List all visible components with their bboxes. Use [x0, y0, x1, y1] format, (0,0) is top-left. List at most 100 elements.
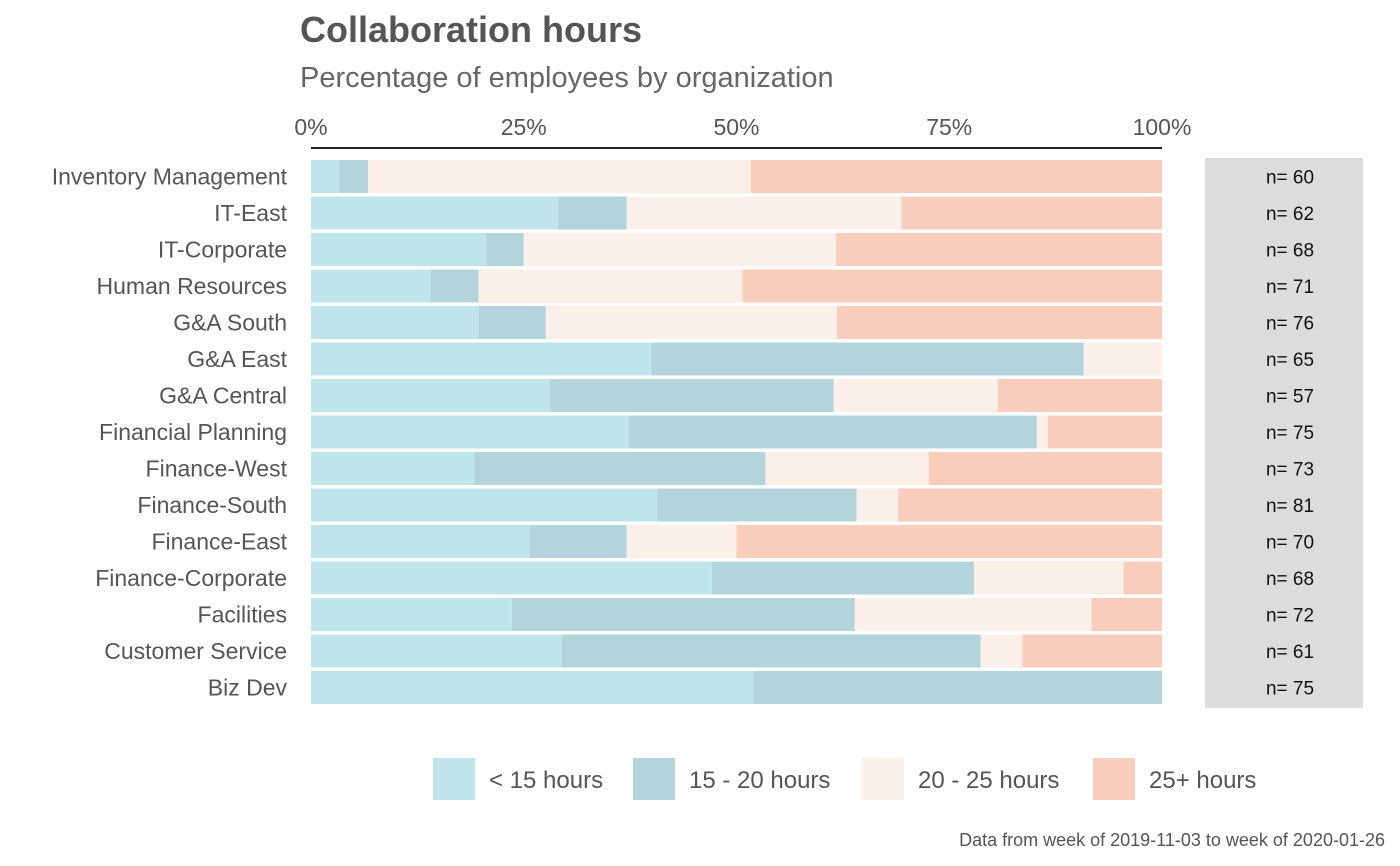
bar-segment [311, 196, 558, 230]
bar-segment [311, 452, 475, 485]
bar-segment [626, 525, 737, 558]
bar-segment [529, 525, 627, 558]
bar-segment [980, 634, 1023, 668]
bar-segment [478, 269, 743, 303]
bars-area [311, 160, 1162, 704]
bar-segment [511, 598, 855, 631]
bar-segment [901, 196, 1162, 230]
bar-segment [311, 415, 629, 449]
bar-segment [311, 379, 551, 412]
bar-segment [486, 233, 524, 266]
n-label: n= 57 [1266, 387, 1314, 408]
bar-segment [750, 160, 1162, 193]
bar-segment [311, 634, 563, 668]
bar-segment [626, 196, 902, 230]
legend-label: 25+ hours [1149, 767, 1256, 794]
bar-segment [836, 233, 1162, 266]
category-label: Inventory Management [52, 164, 288, 190]
category-label: IT-Corporate [158, 237, 287, 263]
bar-segment [836, 306, 1162, 339]
bar-segment [657, 488, 857, 522]
bar-segment [1022, 634, 1162, 668]
bar-segment [523, 233, 837, 266]
bar-segment [311, 269, 431, 303]
bar-segment [474, 452, 766, 485]
bar-segment [557, 196, 627, 230]
category-label: Facilities [198, 602, 287, 628]
legend-swatch [862, 758, 904, 800]
n-label: n= 68 [1266, 241, 1314, 262]
legend-label: < 15 hours [489, 767, 603, 794]
x-tick-label: 0% [294, 114, 327, 140]
legend-swatch [433, 758, 475, 800]
chart-caption: Data from week of 2019-11-03 to week of … [959, 830, 1385, 850]
bar-segment [311, 233, 487, 266]
n-label: n= 68 [1266, 569, 1314, 590]
legend-label: 20 - 25 hours [918, 767, 1059, 794]
bar-segment [311, 306, 479, 339]
bar-segment [711, 561, 974, 595]
bar-segment [430, 269, 479, 303]
n-panel [1205, 158, 1363, 708]
category-label: G&A East [187, 346, 287, 372]
category-label: G&A South [173, 310, 287, 336]
bar-segment [311, 525, 530, 558]
bar-segment [928, 452, 1162, 485]
category-label: IT-East [214, 200, 287, 226]
bar-segment [478, 306, 546, 339]
n-label: n= 75 [1266, 423, 1314, 444]
category-label: Financial Planning [99, 419, 287, 445]
bar-segment [833, 379, 998, 412]
category-label: G&A Central [159, 383, 287, 409]
n-label: n= 71 [1266, 277, 1314, 298]
category-labels: Inventory Management IT-East IT-Corporate H… [52, 164, 288, 701]
bar-segment [311, 598, 512, 631]
n-label: n= 73 [1266, 460, 1314, 481]
legend-swatch [1093, 758, 1135, 800]
chart-title: Collaboration hours [300, 9, 642, 50]
bar-segment [368, 160, 751, 193]
bar-segment [1123, 561, 1162, 595]
category-label: Finance-West [146, 456, 288, 482]
bar-segment [742, 269, 1162, 303]
n-label: n= 60 [1266, 168, 1314, 189]
bar-segment [311, 160, 340, 193]
x-tick-label: 50% [713, 114, 759, 140]
bar-segment [1047, 415, 1162, 449]
x-tick-label: 75% [926, 114, 972, 140]
bar-segment [550, 379, 834, 412]
bar-segment [311, 671, 754, 704]
category-label: Finance-East [151, 529, 287, 555]
category-label: Customer Service [104, 638, 287, 664]
bar-segment [628, 415, 1037, 449]
x-axis-ticks: 0% 25% 50% 75% 100% [294, 114, 1191, 140]
n-label: n= 61 [1266, 642, 1314, 663]
n-label: n= 70 [1266, 533, 1314, 554]
chart-subtitle: Percentage of employees by organization [300, 62, 834, 94]
bar-segment [973, 561, 1124, 595]
legend-label: 15 - 20 hours [689, 767, 830, 794]
n-label: n= 76 [1266, 314, 1314, 335]
x-tick-label: 25% [501, 114, 547, 140]
category-label: Finance-South [137, 492, 287, 518]
category-label: Finance-Corporate [95, 565, 287, 591]
bar-segment [1036, 415, 1048, 449]
bar-segment [651, 342, 1084, 376]
bar-segment [562, 634, 981, 668]
legend: < 15 hours 15 - 20 hours 20 - 25 hours 25+ … [433, 758, 1256, 800]
n-label: n= 65 [1266, 350, 1314, 371]
bar-segment [311, 488, 658, 522]
legend-swatch [633, 758, 675, 800]
x-tick-label: 100% [1133, 114, 1192, 140]
bar-segment [753, 671, 1162, 704]
bar-segment [311, 561, 712, 595]
bar-segment [339, 160, 369, 193]
bar-segment [997, 379, 1162, 412]
bar-segment [1091, 598, 1162, 631]
category-label: Human Resources [97, 273, 287, 299]
n-labels: n= 60 n= 62 n= 68 n= 71 n= 76 n= 65 n= 57 n= 75… [1266, 168, 1314, 700]
bar-segment [736, 525, 1162, 558]
bar-segment [1083, 342, 1162, 376]
bar-segment [856, 488, 899, 522]
bar-segment [854, 598, 1092, 631]
